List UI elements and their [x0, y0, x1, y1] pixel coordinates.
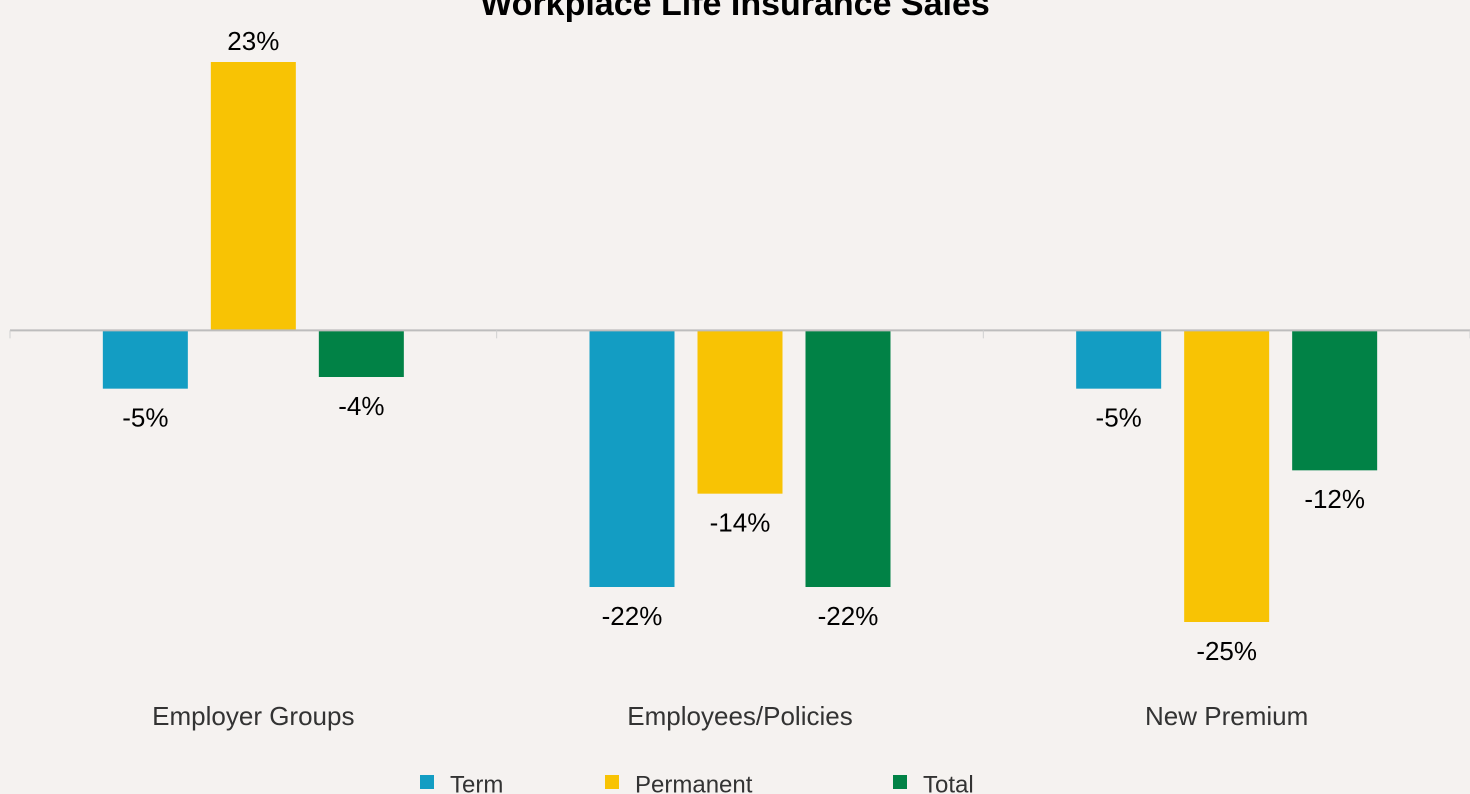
bar — [589, 330, 675, 587]
bar — [1292, 330, 1378, 471]
legend-label: Total — [923, 771, 974, 794]
data-label: -5% — [1096, 403, 1142, 433]
x-tick-label: Employer Groups — [152, 701, 354, 731]
bar — [210, 62, 296, 331]
bar — [102, 330, 188, 389]
bar — [318, 330, 404, 377]
data-label: -25% — [1196, 636, 1257, 666]
legend-label: Permanent — [635, 771, 753, 794]
legend-swatch — [605, 775, 619, 789]
bar — [1076, 330, 1162, 389]
bar — [697, 330, 783, 494]
data-label: -22% — [818, 601, 879, 631]
chart-title: Workplace Life Insurance Sales — [480, 0, 990, 23]
data-label: -12% — [1304, 484, 1365, 514]
data-label: -14% — [710, 508, 771, 538]
x-tick-label: Employees/Policies — [627, 701, 852, 731]
data-label: -4% — [338, 391, 384, 421]
data-label: -5% — [122, 403, 168, 433]
legend-swatch — [893, 775, 907, 789]
bar — [805, 330, 891, 587]
bar — [1184, 330, 1270, 622]
legend-swatch — [420, 775, 434, 789]
legend-label: Term — [450, 771, 503, 794]
data-label: -22% — [602, 601, 663, 631]
data-label: 23% — [227, 26, 279, 56]
x-tick-label: New Premium — [1145, 701, 1308, 731]
